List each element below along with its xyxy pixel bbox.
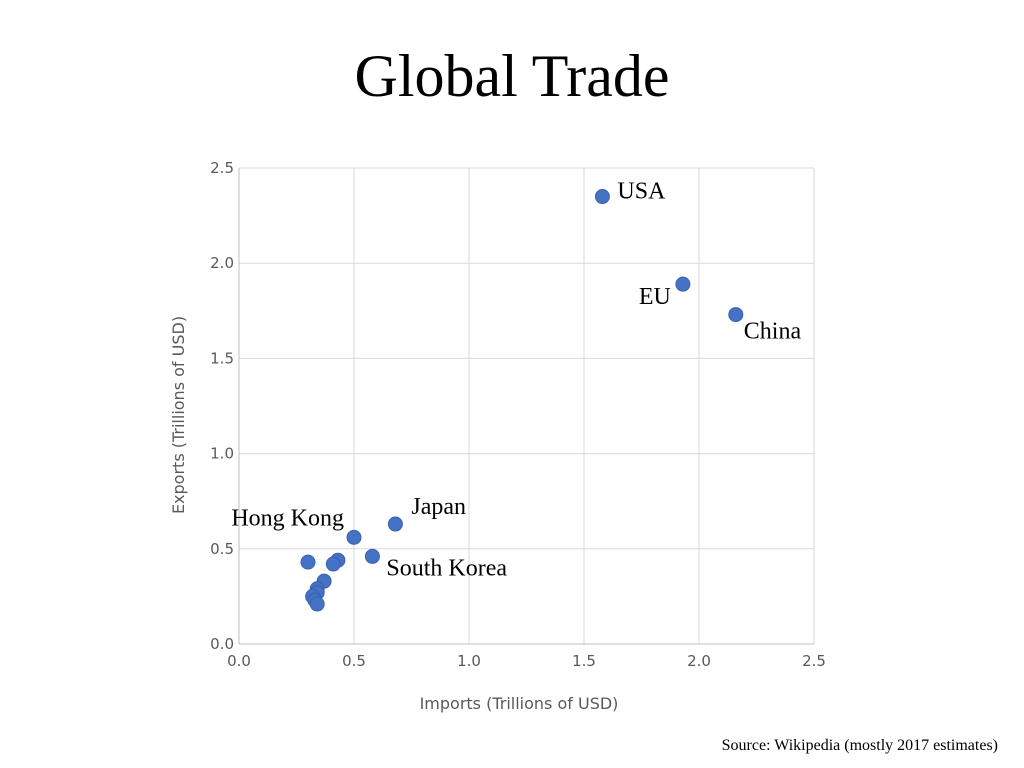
point-label: USA [617, 179, 666, 205]
data-point [300, 554, 316, 570]
data-point [346, 529, 362, 545]
x-tick-label: 1.5 [572, 652, 596, 670]
data-point [309, 596, 325, 612]
x-tick-label: 2.0 [687, 652, 711, 670]
point-label: China [744, 319, 802, 345]
y-tick-label: 1.0 [210, 445, 234, 463]
point-label: Hong Kong [231, 505, 344, 531]
x-tick-label: 0.0 [227, 652, 251, 670]
grid [238, 167, 815, 645]
x-tick-label: 1.0 [457, 652, 481, 670]
data-point [675, 276, 691, 292]
data-points [300, 189, 744, 612]
y-tick-label: 0.0 [210, 635, 234, 653]
data-point [728, 307, 744, 323]
y-tick-label: 2.0 [210, 254, 234, 272]
point-labels: USA EU China Japan Hong Kong South Korea [231, 179, 801, 582]
point-label: South Korea [386, 555, 507, 581]
y-tick-label: 2.5 [210, 159, 234, 177]
point-label: EU [639, 284, 671, 310]
x-tick-label: 0.5 [342, 652, 366, 670]
point-label: Japan [411, 494, 466, 520]
data-point [594, 189, 610, 205]
source-note: Source: Wikipedia (mostly 2017 estimates… [721, 737, 998, 754]
x-tick-label: 2.5 [802, 652, 826, 670]
y-axis-title: Exports (Trillions of USD) [169, 316, 188, 514]
data-point [364, 548, 380, 564]
x-axis-title: Imports (Trillions of USD) [420, 694, 619, 713]
data-point [387, 516, 403, 532]
axes: 0.0 0.5 1.0 1.5 2.0 2.5 0.0 0.5 1.0 1.5 2.0 2.5 [210, 159, 826, 670]
data-point [325, 556, 341, 572]
y-tick-label: 0.5 [210, 540, 234, 558]
chart-title: Global Trade [354, 43, 670, 109]
y-tick-label: 1.5 [210, 349, 234, 367]
